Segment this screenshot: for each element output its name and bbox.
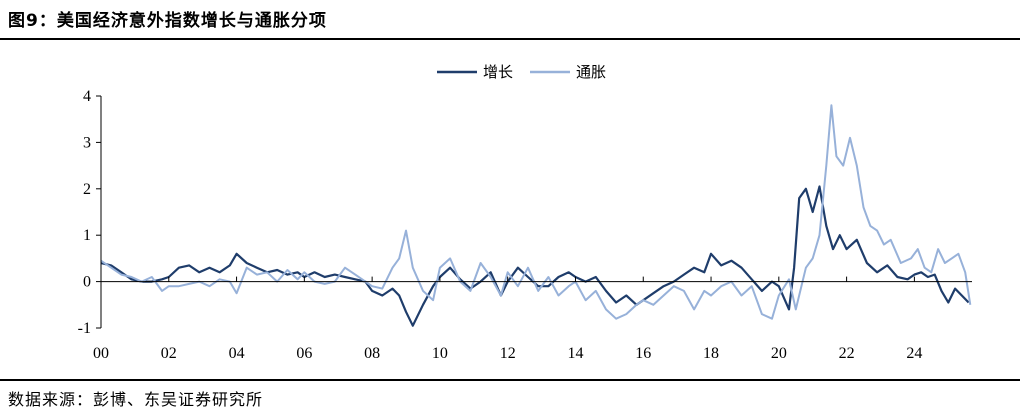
series-line-inflation — [100, 104, 972, 320]
top-rule — [0, 38, 1020, 40]
chart-legend: 增长 通胀 — [437, 63, 606, 81]
x-tick-label: 16 — [635, 345, 651, 362]
x-tick-label: 18 — [703, 345, 719, 362]
y-tick-label: 0 — [83, 274, 91, 291]
x-tick-label: 24 — [906, 345, 922, 362]
x-tick-label: 20 — [771, 345, 787, 362]
x-tick-label: 22 — [839, 345, 855, 362]
x-tick-label: 00 — [93, 345, 109, 362]
x-tick-label: 08 — [364, 345, 380, 362]
x-tick-label: 04 — [229, 345, 245, 362]
legend-label: 通胀 — [576, 63, 606, 81]
figure-title: 图9：美国经济意外指数增长与通胀分项 — [8, 11, 327, 31]
legend-label: 增长 — [483, 63, 513, 81]
x-tick-label: 02 — [161, 345, 177, 362]
y-tick-label: 4 — [83, 88, 91, 105]
y-tick-label: 2 — [83, 181, 91, 198]
series-line-growth — [100, 185, 970, 327]
y-tick-label: 3 — [83, 134, 91, 151]
x-tick-label: 12 — [500, 345, 516, 362]
y-tick-label: -1 — [78, 320, 91, 337]
series-layer — [100, 104, 972, 327]
source-note: 数据来源：彭博、东吴证券研究所 — [8, 390, 264, 409]
y-tick-label: 1 — [83, 227, 91, 244]
x-tick-label: 10 — [432, 345, 448, 362]
x-tick-label: 14 — [567, 345, 583, 362]
bottom-rule — [0, 379, 1020, 381]
x-tick-label: 06 — [296, 345, 312, 362]
